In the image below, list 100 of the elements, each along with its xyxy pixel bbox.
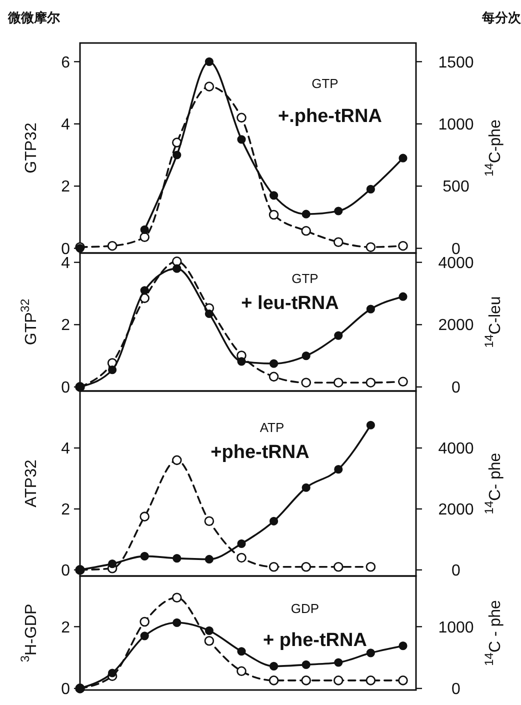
point [268,210,279,220]
y-axis-title: ATP32 [23,460,40,508]
point [270,516,278,526]
text: 微微摩尔 [7,10,61,25]
y-tick-label: 4 [61,116,70,134]
text: 每分次 [481,10,521,25]
point [140,286,149,295]
annotation: + phe-tRNA [263,630,368,651]
y2-tick-label: 0 [452,681,461,698]
y-tick-label: 0 [61,562,70,580]
point [268,562,279,572]
point [268,676,279,686]
point [237,647,246,656]
point [398,642,408,650]
point [366,562,376,572]
point [270,359,278,368]
point [334,378,344,388]
annotation: +.phe-tRNA [278,106,382,127]
y-tick-label: 0 [61,380,70,397]
point [334,465,343,474]
annotation: +phe-tRNA [210,442,310,463]
point [398,154,408,162]
point [398,676,408,686]
point [268,372,279,382]
point [301,378,311,388]
point [140,616,150,627]
y-tick-label: 2 [61,178,70,196]
point [366,378,376,388]
point [270,662,278,671]
y-tick-label: 2 [61,619,70,636]
point [204,57,214,66]
y2-tick-label: 1000 [438,116,474,134]
point [302,483,310,492]
point [204,626,214,635]
point [140,632,149,640]
point [334,676,344,686]
point [172,554,182,563]
annotation: GTP [312,76,338,91]
y2-tick-label: 0 [452,562,461,580]
y-tick-label: 2 [61,317,70,334]
point [204,636,214,646]
y-tick-label: 0 [61,681,70,698]
point [140,232,150,242]
point [301,676,311,686]
point [334,206,343,216]
point [301,562,311,572]
y2-tick-label: 1500 [438,54,474,72]
y-tick-label: 6 [61,54,70,72]
point [108,366,117,374]
point [334,237,344,248]
point [302,210,310,218]
point [366,242,376,252]
y-axis-title: GTP32 [23,122,40,174]
y-tick-label: 4 [61,440,70,458]
y2-tick-label: 0 [452,380,461,397]
point [398,376,408,387]
point [172,455,182,466]
point [172,618,182,627]
point [172,256,182,266]
point [140,512,150,522]
annotation: + leu-tRNA [241,293,340,314]
point [108,560,117,568]
y-tick-label: 2 [61,502,70,519]
point [204,554,214,564]
point [366,648,375,658]
annotation: ATP [260,420,284,435]
point [107,240,118,251]
point [302,660,310,669]
annotation: GDP [290,601,320,616]
point [172,592,182,603]
point [398,240,408,251]
y2-tick-label: 500 [442,178,470,196]
point [236,666,246,676]
point [204,82,214,92]
point [366,184,375,194]
annotation: GTP [292,271,318,286]
point [270,191,278,200]
point [301,226,311,236]
point [108,668,117,678]
point [334,562,344,572]
point [334,658,343,667]
y2-tick-label: 1000 [438,619,474,636]
y2-tick-label: 4000 [438,440,474,458]
point [236,112,246,123]
point [172,150,182,160]
point [366,304,375,314]
point [204,309,214,318]
point [237,357,246,366]
point [237,539,246,548]
y2-tick-label: 2000 [438,502,474,519]
point [398,292,408,301]
point [140,225,149,234]
point [366,676,376,686]
y2-tick-label: 2000 [438,317,474,334]
point [366,420,375,430]
point [236,552,246,563]
point [140,552,149,560]
point [237,135,246,144]
point [172,264,182,273]
point [334,331,343,340]
